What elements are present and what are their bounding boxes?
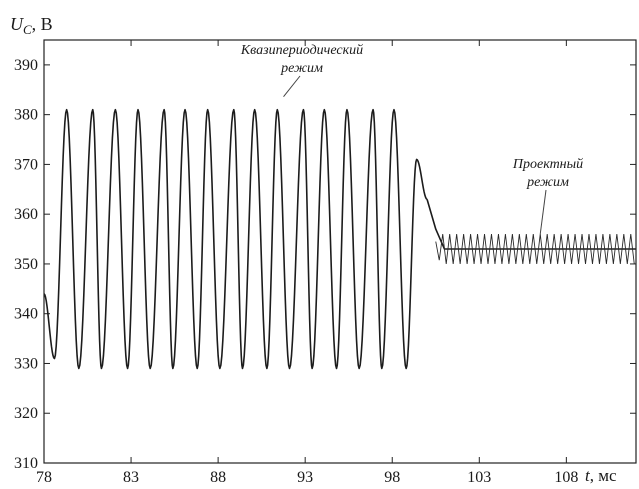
y-tick-label: 310 xyxy=(14,455,38,472)
y-tick-label: 330 xyxy=(14,355,38,372)
y-tick-label: 340 xyxy=(14,306,38,323)
x-axis-title-unit: , мс xyxy=(590,466,617,485)
y-tick-label: 360 xyxy=(14,206,38,223)
x-tick-label: 88 xyxy=(210,469,226,486)
y-tick-label: 350 xyxy=(14,256,38,273)
x-axis-title-var: t xyxy=(585,466,591,485)
y-axis-title-var: U xyxy=(10,14,24,34)
series-quasiperiodic-line xyxy=(43,108,428,370)
x-tick-label: 103 xyxy=(467,469,491,486)
plot-frame xyxy=(43,39,637,464)
series-design-line xyxy=(426,199,636,250)
y-axis-title: UC, В xyxy=(10,14,53,37)
x-axis-title: t, мс xyxy=(585,466,617,485)
x-tick-label: 93 xyxy=(297,469,313,486)
annotation-layer: Квазипериодический режим Проектный режим xyxy=(240,43,583,235)
tick-layer: 78 83 88 93 98 103 108 310 320 330 340 350 360 370 380… xyxy=(14,40,636,486)
y-tick-label: 320 xyxy=(14,405,38,422)
annotation-design-line2: режим xyxy=(526,175,569,190)
y-tick-label: 390 xyxy=(14,57,38,74)
annotation-quasiperiodic-leader xyxy=(283,75,301,98)
y-axis-title-unit: , В xyxy=(32,14,53,34)
annotation-design-leader xyxy=(539,189,547,235)
x-tick-label: 83 xyxy=(123,469,139,486)
series-design-ripple xyxy=(435,234,635,264)
annotation-quasiperiodic-line2: режим xyxy=(280,61,323,76)
y-tick-label: 380 xyxy=(14,107,38,124)
series-layer xyxy=(43,108,636,370)
x-tick-label: 78 xyxy=(36,469,52,486)
y-axis-title-subscript: C xyxy=(23,22,32,37)
x-tick-label: 98 xyxy=(384,469,400,486)
x-tick-label: 108 xyxy=(554,469,578,486)
y-tick-label: 370 xyxy=(14,156,38,173)
annotation-design-line1: Проектный xyxy=(512,157,583,172)
annotation-quasiperiodic-line1: Квазипериодический xyxy=(240,43,363,58)
